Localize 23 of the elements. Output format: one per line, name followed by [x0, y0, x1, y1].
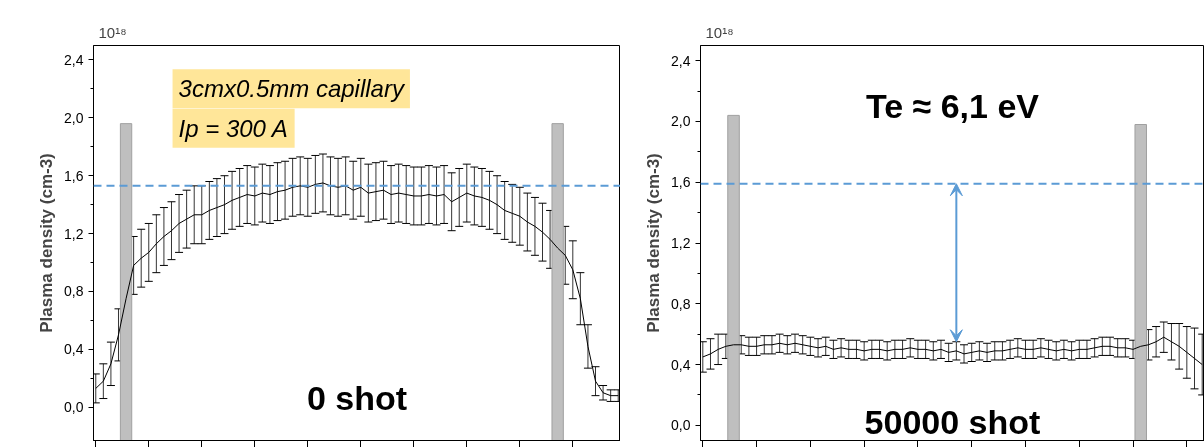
y-axis-title: Plasma density (cm-3)	[644, 153, 664, 333]
text: 10¹⁸	[705, 23, 734, 41]
y-tick-label: 2,0	[64, 109, 84, 126]
annotation: 0 shot	[306, 378, 408, 417]
y-tick-label: 1,2	[671, 235, 691, 251]
y-tick-label: 1,6	[64, 167, 84, 184]
y-axis-title: Plasma density (cm-3)	[37, 153, 57, 333]
annotation: 3cmx0.5mm capillary	[178, 75, 406, 103]
y-tick-label: 1,6	[671, 174, 691, 191]
annotation: 50000 shot	[864, 402, 1041, 441]
y-tick-label: 0,8	[64, 283, 84, 300]
y-tick-label: 0,4	[64, 341, 84, 358]
annotation: Te ≈ 6,1 eV	[866, 86, 1040, 125]
y-tick-label: 2,4	[64, 51, 84, 68]
y-tick-label: 0,0	[64, 399, 84, 416]
y-tick-label: 0,0	[671, 417, 691, 434]
annotation: Ip = 300 A	[178, 114, 288, 142]
y-tick-label: 1,2	[64, 225, 84, 242]
text: 10¹⁸	[98, 23, 127, 41]
y-tick-label: 0,8	[671, 295, 691, 312]
y-tick-label: 2,0	[671, 113, 691, 130]
y-tick-label: 0,4	[671, 356, 691, 373]
y-tick-label: 2,4	[671, 52, 691, 69]
